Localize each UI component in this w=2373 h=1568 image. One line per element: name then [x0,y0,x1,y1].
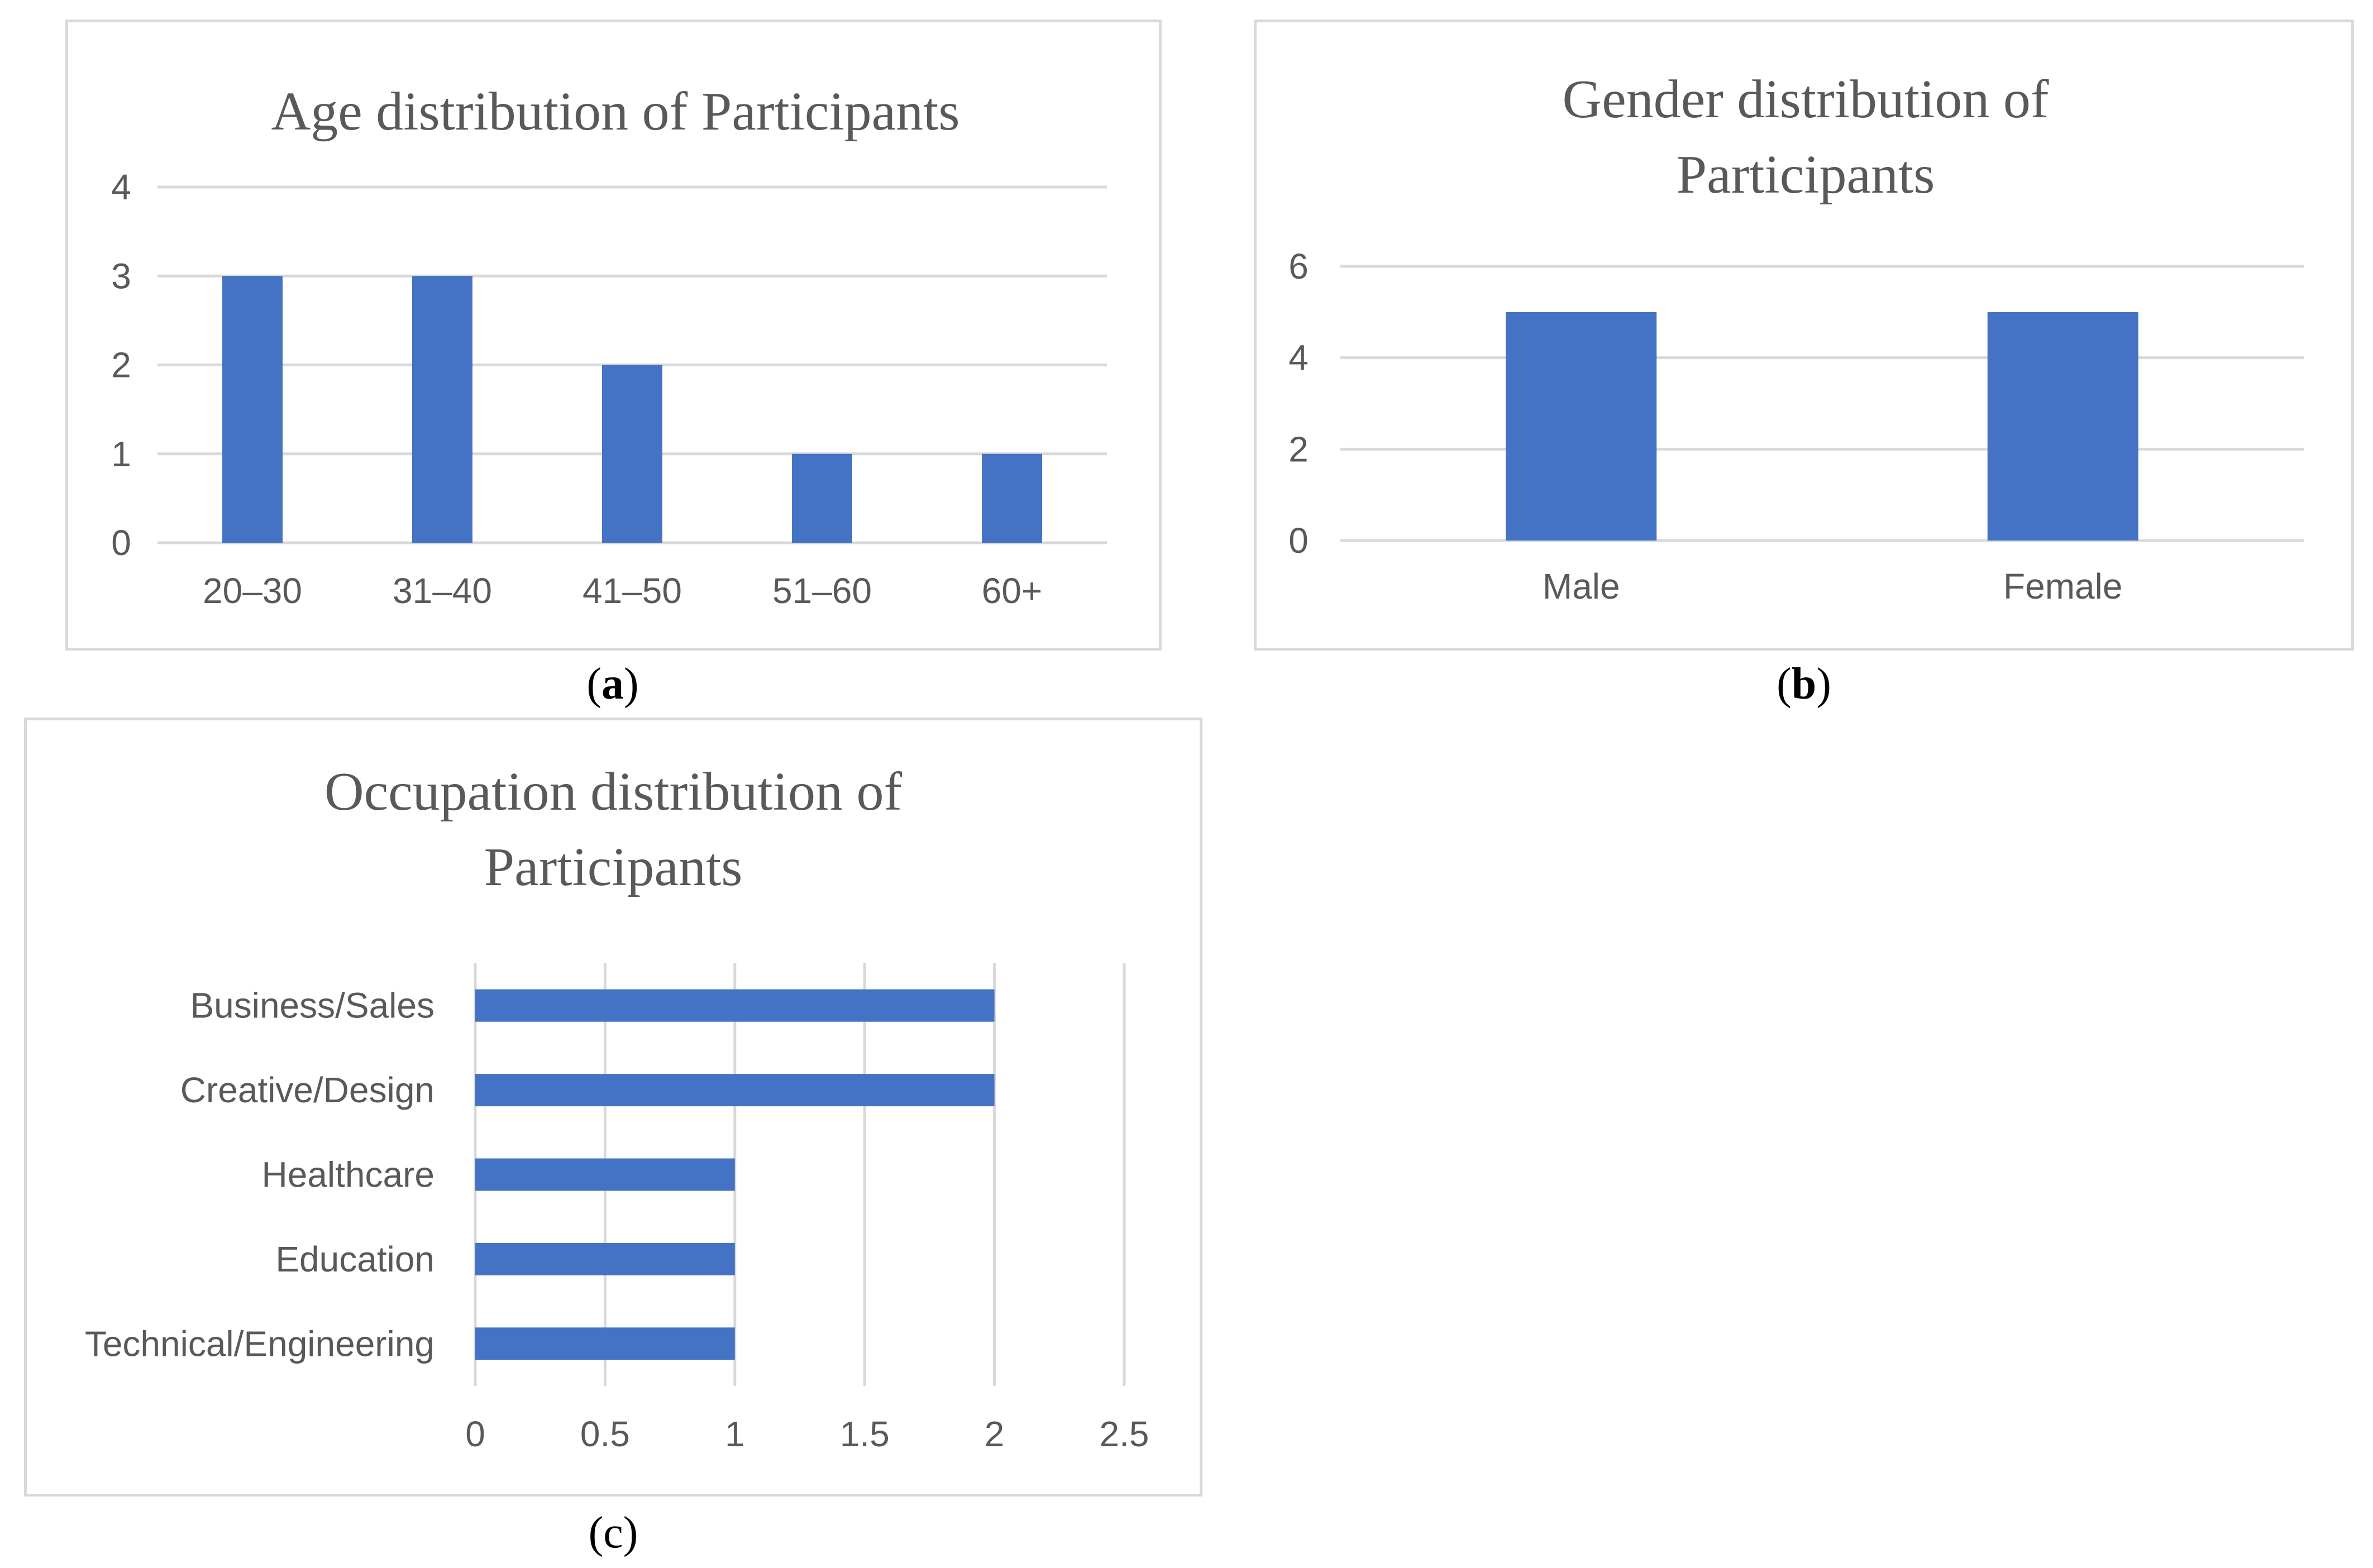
bar [412,276,472,543]
x-tick-label: 1 [725,1414,745,1454]
y-tick-label: 4 [1288,338,1309,378]
x-tick-label: 51–60 [772,571,872,611]
x-tick-label: 0.5 [580,1414,630,1454]
x-tick-label: 41–50 [582,571,682,611]
bar [1506,312,1657,541]
caption-c: (c) [588,1508,638,1557]
occupation-chart: Occupation distribution of Participants 0 0… [85,762,1149,1454]
y-tick-label: 2 [111,345,131,385]
x-tick-label: 0 [465,1414,485,1454]
caption-b: (b) [1777,659,1831,709]
chart-title: Age distribution of Participants [271,82,960,142]
bar [475,989,995,1022]
occupation-chart-panel: Occupation distribution of Participants 0 0… [24,718,1202,1497]
bar [475,1327,735,1360]
chart-title: Gender distribution of [1563,69,2049,130]
bar [475,1074,995,1107]
y-tick-label: 0 [111,523,131,563]
y-tick-label: 0 [1288,520,1309,561]
chart-title: Participants [484,837,743,897]
y-tick-label: 4 [111,167,131,207]
y-tick-label: Healthcare [262,1155,435,1195]
y-tick-label: 2 [1288,429,1309,469]
x-tick-label: 60+ [982,571,1043,611]
x-tick-label: 2.5 [1100,1414,1149,1454]
bar [222,276,283,543]
chart-title: Occupation distribution of [324,762,903,822]
age-chart: Age distribution of Participants 0 1 2 3 4 20–… [111,82,1107,611]
age-chart-panel: Age distribution of Participants 0 1 2 3 4 20–… [65,20,1162,651]
y-tick-label: Technical/Engineering [85,1323,435,1364]
bar [475,1158,735,1191]
y-tick-label: 3 [111,256,131,296]
y-tick-label: Education [275,1239,435,1279]
gender-chart-panel: Gender distribution of Participants 0 2 4 6 Ma… [1254,20,2354,651]
y-tick-label: Creative/Design [180,1070,435,1110]
y-tick-label: 1 [111,434,131,474]
bar [792,453,852,543]
y-tick-label: 6 [1288,246,1309,286]
gender-chart: Gender distribution of Participants 0 2 4 6 Ma… [1288,69,2304,606]
x-tick-label: 1.5 [840,1414,890,1454]
x-tick-label: 20–30 [203,571,302,611]
bar [1987,312,2138,541]
bar [475,1242,735,1275]
y-tick-label: Business/Sales [190,986,435,1026]
x-tick-label: 31–40 [393,571,492,611]
chart-title: Participants [1677,145,1935,205]
bar [602,365,662,543]
x-tick-label: Female [2003,566,2122,606]
caption-a: (a) [586,659,639,709]
x-tick-label: 2 [985,1414,1005,1454]
x-tick-label: Male [1543,566,1620,606]
bar [982,453,1042,543]
